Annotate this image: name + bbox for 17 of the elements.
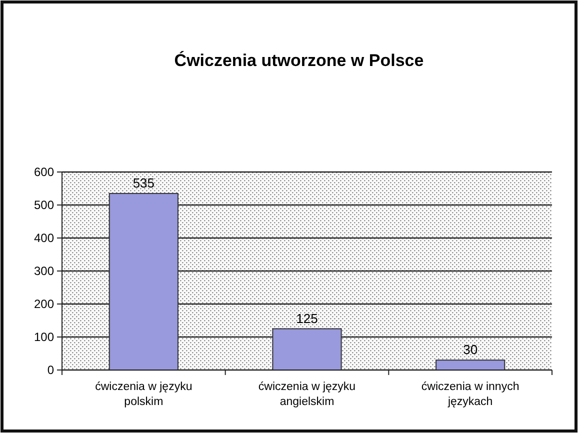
- chart-title: Ćwiczenia utworzone w Polsce: [174, 50, 424, 70]
- bar: [436, 360, 506, 370]
- y-tick-label: 300: [34, 264, 54, 278]
- data-label: 30: [463, 342, 478, 358]
- data-label: 535: [132, 175, 155, 190]
- bar: [108, 192, 178, 370]
- y-tick-label: 0: [47, 363, 54, 378]
- x-tick-label: ćwiczenia w języku angielskim: [258, 381, 356, 408]
- x-tick-label: ćwiczenia w języku polskim: [95, 381, 192, 408]
- y-tick-label: 400: [34, 231, 54, 246]
- bar: [272, 328, 342, 370]
- y-tick-label: 100: [34, 330, 54, 344]
- data-label: 125: [296, 310, 318, 326]
- x-tick-label: ćwiczenia w innych językach: [421, 381, 520, 408]
- y-tick-label: 500: [34, 198, 54, 212]
- y-tick-label: 200: [34, 297, 54, 312]
- y-tick-label: 600: [34, 165, 54, 180]
